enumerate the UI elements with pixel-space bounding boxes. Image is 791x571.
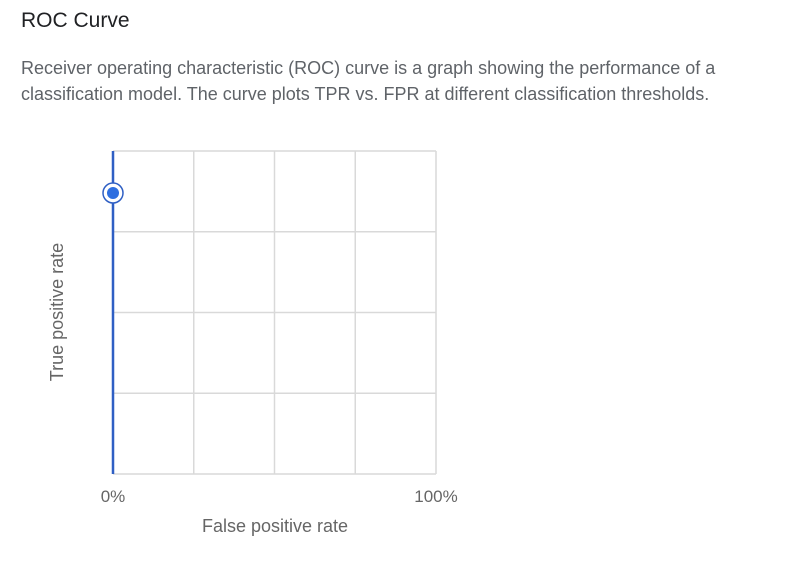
y-axis-label: True positive rate — [47, 243, 67, 381]
grid — [112, 150, 437, 475]
chart-title: ROC Curve — [21, 9, 130, 32]
point-layer — [102, 182, 124, 204]
chart-description: Receiver operating characteristic (ROC) … — [21, 58, 716, 104]
x-axis-label: False positive rate — [202, 516, 348, 536]
threshold-point — [107, 186, 119, 199]
x-tick-label: 100% — [414, 487, 457, 506]
x-tick-label: 0% — [101, 487, 126, 506]
